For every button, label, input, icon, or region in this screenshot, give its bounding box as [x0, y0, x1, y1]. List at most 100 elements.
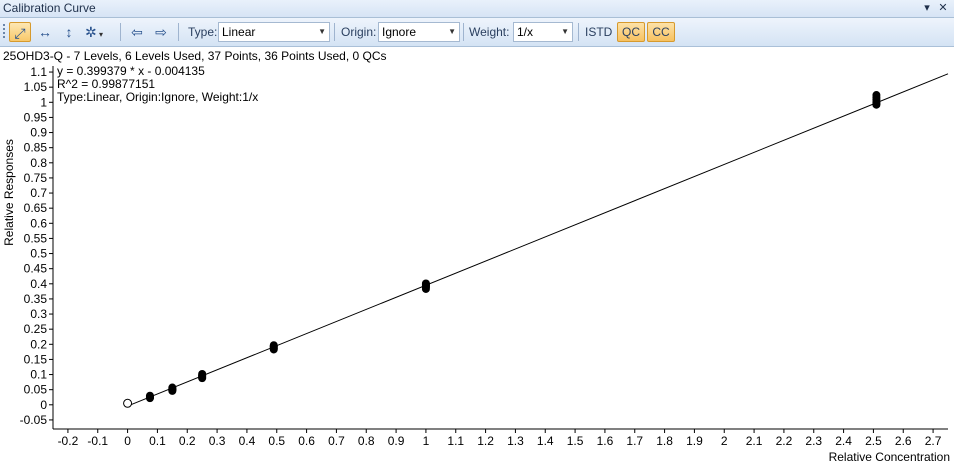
y-tick-label: 0.2 — [30, 337, 47, 351]
x-tick-label: 1 — [423, 434, 430, 448]
toolbar-grip[interactable] — [3, 24, 5, 40]
origin-select[interactable]: Ignore ▼ — [378, 22, 460, 42]
y-tick-label: 0.9 — [30, 126, 47, 140]
x-tick-label: 0.5 — [268, 434, 285, 448]
excluded-point — [123, 398, 133, 408]
origin-label: Origin: — [341, 25, 377, 39]
x-tick-label: 1.4 — [537, 434, 554, 448]
x-tick-label: 2.5 — [865, 434, 882, 448]
x-tick-label: 2.1 — [746, 434, 763, 448]
x-tick-label: 0.2 — [179, 434, 196, 448]
y-tick-label: 0.1 — [30, 368, 47, 382]
x-tick-label: 2.7 — [925, 434, 942, 448]
y-tick-label: 0.65 — [24, 201, 48, 215]
x-tick-label: 1.5 — [567, 434, 584, 448]
fit-settings: Type:Linear, Origin:Ignore, Weight:1/x — [57, 90, 259, 104]
y-tick-label: 0.15 — [24, 352, 48, 366]
data-point — [145, 393, 154, 402]
x-tick-label: 1.9 — [686, 434, 703, 448]
qc-button[interactable]: QC — [617, 22, 645, 42]
type-select-value: Linear — [222, 25, 256, 39]
y-tick-label: 1.05 — [24, 80, 48, 94]
origin-select-value: Ignore — [382, 25, 417, 39]
x-tick-label: 1.7 — [626, 434, 643, 448]
x-tick-label: -0.1 — [87, 434, 108, 448]
toolbar-separator — [178, 23, 179, 41]
y-tick-label: 1.1 — [30, 65, 47, 79]
data-point — [872, 91, 881, 100]
type-label: Type: — [188, 25, 218, 39]
x-tick-label: -0.2 — [58, 434, 79, 448]
weight-select[interactable]: 1/x ▼ — [513, 22, 573, 42]
stretch-horizontal-icon[interactable]: ↔ — [38, 24, 52, 40]
data-point — [421, 280, 430, 289]
fit-equation: y = 0.399379 * x - 0.004135 — [57, 64, 205, 78]
y-tick-label: 0.85 — [24, 141, 48, 155]
calibration-chart[interactable]: -0.0500.050.10.150.20.250.30.350.40.450.… — [0, 47, 954, 468]
previous-icon[interactable]: ⇦ — [131, 24, 143, 40]
y-tick-label: 0.45 — [24, 262, 48, 276]
x-tick-label: 2.4 — [835, 434, 852, 448]
x-tick-label: 0.1 — [149, 434, 166, 448]
x-tick-label: 0.6 — [298, 434, 315, 448]
y-tick-label: 0.95 — [24, 110, 48, 124]
x-tick-label: 0.4 — [239, 434, 256, 448]
y-tick-label: 0.8 — [30, 156, 47, 170]
zoom-fit-icon[interactable]: ⤢ — [9, 22, 31, 42]
y-tick-label: 0.5 — [30, 247, 47, 261]
x-axis-label: Relative Concentration — [829, 450, 950, 464]
y-axis-label: Relative Responses — [2, 139, 16, 246]
y-tick-label: 0 — [40, 398, 47, 412]
x-tick-label: 0.9 — [388, 434, 405, 448]
y-tick-label: 0.05 — [24, 383, 48, 397]
data-point — [198, 371, 207, 380]
y-tick-label: -0.05 — [20, 413, 48, 427]
data-point — [168, 385, 177, 394]
weight-select-value: 1/x — [517, 25, 534, 39]
istd-button[interactable]: ISTD — [585, 25, 613, 39]
x-tick-label: 0 — [124, 434, 131, 448]
y-tick-label: 0.6 — [30, 216, 47, 230]
data-point — [872, 99, 881, 108]
y-tick-label: 0.75 — [24, 171, 48, 185]
x-tick-label: 2.6 — [895, 434, 912, 448]
y-tick-label: 0.25 — [24, 322, 48, 336]
fit-line — [127, 73, 949, 407]
r-squared: R^2 = 0.99877151 — [57, 77, 156, 91]
x-tick-label: 1.8 — [656, 434, 673, 448]
pin-icon[interactable]: ▾ — [924, 2, 930, 14]
toolbar-separator — [334, 23, 335, 41]
weight-label: Weight: — [469, 25, 510, 39]
x-tick-label: 1.6 — [597, 434, 614, 448]
close-icon[interactable]: ✕ — [938, 2, 948, 14]
x-tick-label: 1.1 — [447, 434, 464, 448]
data-point — [269, 342, 278, 351]
chevron-down-icon: ▼ — [318, 27, 326, 36]
stretch-vertical-icon[interactable]: ↕ — [65, 24, 73, 40]
chevron-down-icon: ▼ — [561, 27, 569, 36]
x-tick-label: 1.2 — [477, 434, 494, 448]
x-tick-label: 1.3 — [507, 434, 524, 448]
chevron-down-icon: ▼ — [448, 27, 456, 36]
y-tick-label: 0.35 — [24, 292, 48, 306]
y-tick-label: 0.7 — [30, 186, 47, 200]
cc-button[interactable]: CC — [647, 22, 675, 42]
y-tick-label: 0.3 — [30, 307, 47, 321]
toolbar-separator — [463, 23, 464, 41]
toolbar: ⤢ ↔ ↕ ✲ ▾ ⇦ ⇨ Type: Linear ▼ Origin: Ign… — [0, 18, 954, 47]
x-tick-label: 0.3 — [209, 434, 226, 448]
y-tick-label: 0.4 — [30, 277, 47, 291]
y-tick-label: 0.55 — [24, 231, 48, 245]
settings-icon[interactable]: ✲ ▾ — [85, 24, 103, 40]
x-tick-label: 2 — [721, 434, 728, 448]
x-tick-label: 0.7 — [328, 434, 345, 448]
window-title: Calibration Curve — [3, 1, 96, 15]
toolbar-separator — [120, 23, 121, 41]
next-icon[interactable]: ⇨ — [155, 24, 167, 40]
toolbar-separator — [578, 23, 579, 41]
type-select[interactable]: Linear ▼ — [218, 22, 330, 42]
x-tick-label: 0.8 — [358, 434, 375, 448]
window-titlebar: Calibration Curve ▾ ✕ — [0, 0, 954, 18]
compound-summary: 25OHD3-Q - 7 Levels, 6 Levels Used, 37 P… — [3, 49, 387, 63]
y-tick-label: 1 — [40, 95, 47, 109]
